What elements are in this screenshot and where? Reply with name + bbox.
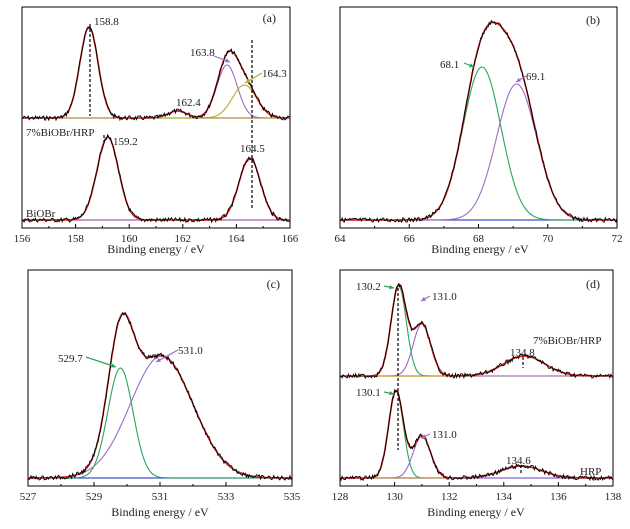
x-tick-label: 134 <box>496 491 513 503</box>
x-tick-label: 156 <box>14 233 31 245</box>
arrow-68-1-head <box>469 63 474 68</box>
x-tick-label: 162 <box>175 233 192 245</box>
panel-b-peak-label-68-1: 68.1 <box>440 59 459 71</box>
x-tick-label: 164 <box>228 233 245 245</box>
panel-a-peak-label-159-2: 159.2 <box>113 136 138 148</box>
arrow-164-3-head <box>245 78 250 83</box>
panel-d-peak-label-134-6: 134.6 <box>506 455 531 467</box>
panel-b-curves <box>339 19 618 224</box>
x-tick-label: 166 <box>282 233 299 245</box>
x-tick-label: 529 <box>86 491 103 503</box>
panel-c-x-ticks: 527 529 531 533 535 <box>20 482 301 503</box>
raw-spectrum-b-0 <box>339 19 618 224</box>
x-tick-label: 535 <box>284 491 301 503</box>
panel-c-xlabel: Binding energy / eV <box>111 505 209 519</box>
arrow-131-0-top-head <box>421 296 426 301</box>
raw-spectrum-a-0 <box>21 26 291 122</box>
panel-d-series-label-composite: 7%BiOBr/HRP <box>533 335 601 347</box>
x-tick-label: 531 <box>152 491 169 503</box>
x-tick-label: 70 <box>542 233 554 245</box>
panel-d-xlabel: Binding energy / eV <box>427 505 525 519</box>
panel-b: (b) 64 66 68 70 72 Binding energy / eV 68.1 … <box>335 6 623 256</box>
panel-c-peak-label-529-7: 529.7 <box>58 353 83 365</box>
panel-d-peak-label-134-8: 134.8 <box>510 347 535 359</box>
panel-d-peak-label-131-0-bottom: 131.0 <box>432 429 457 441</box>
panel-a-series-label-biobr: BiOBr <box>26 208 56 220</box>
arrow-130-1-head <box>389 390 394 396</box>
panel-a-peak-label-162-4: 162.4 <box>176 97 201 109</box>
panel-d: (d) 128 130 132 134 136 138 Binding energy / … <box>332 269 622 519</box>
x-tick-label: 64 <box>335 233 347 245</box>
panel-b-xlabel: Binding energy / eV <box>431 242 529 256</box>
arrow-529-7-head <box>111 363 116 368</box>
arrow-529-7 <box>85 356 117 368</box>
x-tick-label: 138 <box>605 491 622 503</box>
panel-b-x-ticks: 64 66 68 70 72 <box>335 224 623 245</box>
x-tick-label: 132 <box>441 491 458 503</box>
panel-c-curves <box>27 311 293 481</box>
x-tick-label: 533 <box>218 491 235 503</box>
raw-spectrum-a-1 <box>21 133 291 224</box>
panel-a-peak-label-164-5: 164.5 <box>240 143 265 155</box>
panel-d-peak-label-130-2: 130.2 <box>356 281 381 293</box>
arrow-131-0-bottom-head <box>421 434 426 439</box>
panel-a-peak-label-163-8: 163.8 <box>190 47 215 59</box>
panel-a: (a) 156 158 160 162 164 166 Binding energy / … <box>14 6 299 256</box>
x-tick-label: 158 <box>67 233 84 245</box>
panel-d-peak-label-130-1: 130.1 <box>356 387 381 399</box>
panel-b-peak-label-69-1: 69.1 <box>526 71 545 83</box>
panel-d-peak-label-131-0-top: 131.0 <box>432 291 457 303</box>
panel-d-label: (d) <box>586 277 600 291</box>
x-tick-label: 136 <box>550 491 567 503</box>
panel-c-label: (c) <box>267 277 280 291</box>
raw-spectrum-d-0 <box>339 282 614 380</box>
panel-a-series-label-composite: 7%BiOBr/HRP <box>26 127 94 139</box>
panel-d-x-ticks: 128 130 132 134 136 138 <box>332 482 622 503</box>
panel-a-label: (a) <box>263 11 276 25</box>
panel-a-curves <box>21 24 291 224</box>
panel-a-xlabel: Binding energy / eV <box>107 242 205 256</box>
x-tick-label: 66 <box>404 233 416 245</box>
arrow-163-8-head <box>225 58 230 63</box>
x-tick-label: 72 <box>612 233 623 245</box>
raw-spectrum-d-1 <box>339 388 614 482</box>
panel-a-peak-label-164-3: 164.3 <box>262 68 287 80</box>
x-tick-label: 130 <box>386 491 403 503</box>
x-tick-label: 128 <box>332 491 349 503</box>
panel-d-series-label-hrp: HRP <box>580 466 601 478</box>
arrow-69-1-head <box>516 77 521 82</box>
x-tick-label: 160 <box>121 233 138 245</box>
panel-a-peak-label-158-8: 158.8 <box>94 16 119 28</box>
arrow-531-0-head <box>156 357 161 362</box>
panel-a-x-ticks: 156 158 160 162 164 166 <box>14 224 299 245</box>
panel-d-curves <box>339 282 614 482</box>
raw-spectrum-c-0 <box>27 311 293 481</box>
panel-c-peak-label-531-0: 531.0 <box>178 345 203 357</box>
panel-c: (c) 527 529 531 533 535 Binding energy / eV … <box>20 269 301 519</box>
x-tick-label: 527 <box>20 491 37 503</box>
arrow-130-2-head <box>389 284 394 290</box>
panel-b-label: (b) <box>586 13 600 27</box>
x-tick-label: 68 <box>473 233 485 245</box>
